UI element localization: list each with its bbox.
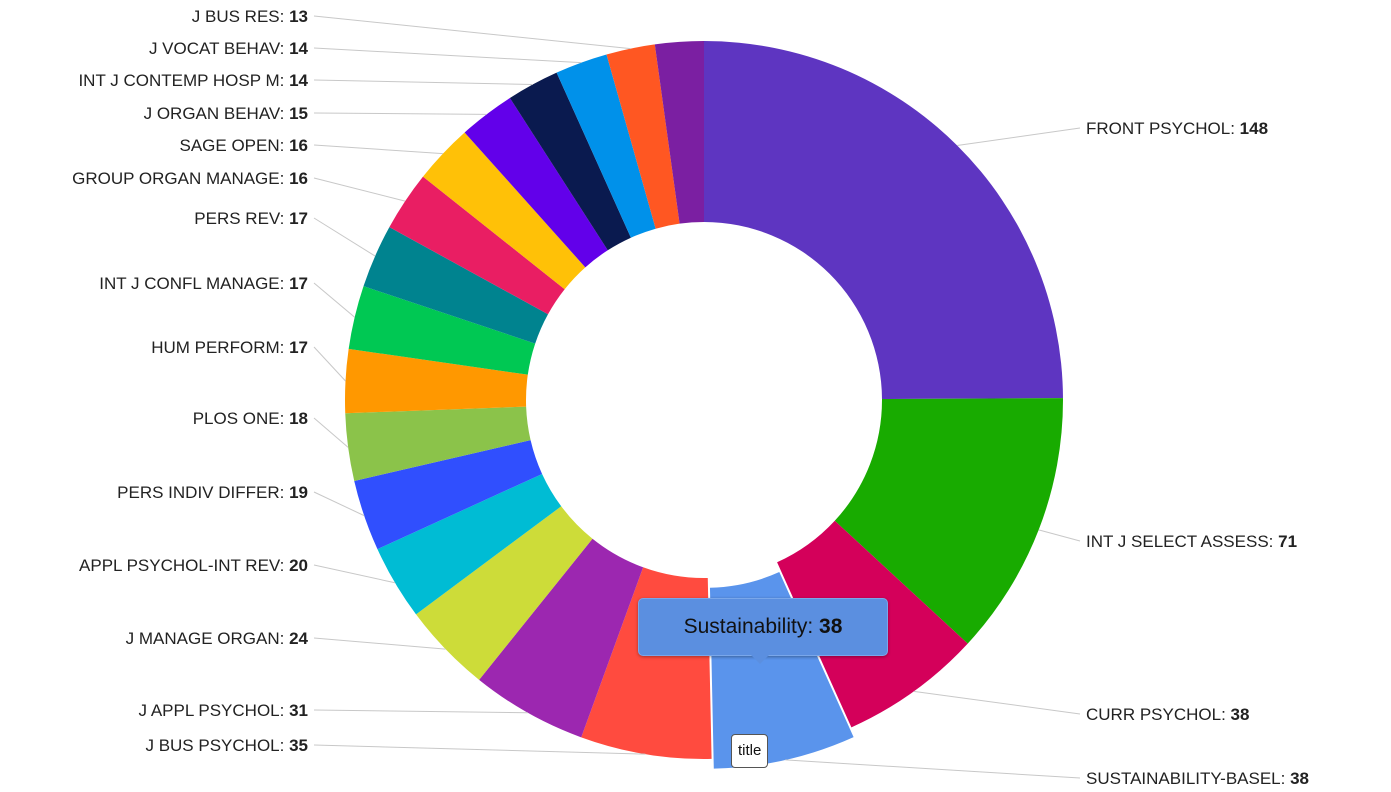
leader-line-curr-psychol	[913, 690, 1081, 715]
leader-line-j-vocat-behav	[313, 47, 582, 64]
slice-j-manage-organ[interactable]	[416, 506, 593, 680]
leader-line-j-appl-psychol	[313, 709, 528, 714]
leader-line-j-organ-behav	[313, 112, 487, 115]
leader-line-pers-indiv-differ	[313, 491, 365, 517]
slice-label-j-intell-basel: J INTELL-BASEL: 13	[148, 0, 308, 4]
leader-line-j-manage-organ	[313, 637, 446, 650]
slice-label-group-organ-manage: GROUP ORGAN MANAGE: 16	[72, 169, 308, 188]
slice-label-sage-open: SAGE OPEN: 16	[179, 136, 308, 155]
slice-label-int-j-contemp-hosp-m: INT J CONTEMP HOSP M: 14	[78, 71, 308, 90]
slice-label-sustainability-basel: SUSTAINABILITY-BASEL: 38	[1086, 769, 1309, 788]
leader-line-sustainability-basel	[785, 759, 1081, 779]
slice-sage-open[interactable]	[422, 132, 586, 290]
slice-label-curr-psychol: CURR PSYCHOL: 38	[1086, 705, 1249, 724]
slice-int-j-confl-manage[interactable]	[348, 286, 536, 375]
slice-label-j-appl-psychol: J APPL PSYCHOL: 31	[139, 701, 308, 720]
slice-label-int-j-confl-manage: INT J CONFL MANAGE: 17	[99, 274, 308, 293]
slice-label-pers-indiv-differ: PERS INDIV DIFFER: 19	[117, 483, 308, 502]
slice-label-j-bus-res: J BUS RES: 13	[192, 7, 308, 26]
leader-line-pers-rev	[313, 217, 376, 257]
leader-lines-group	[313, 15, 1081, 779]
labels-group: FRONT PSYCHOL: 148 INT J SELECT ASSESS: 7…	[72, 0, 1309, 788]
slice-j-intell-basel[interactable]	[654, 41, 704, 224]
slice-label-front-psychol: FRONT PSYCHOL: 148	[1086, 119, 1268, 138]
slice-hum-perform[interactable]	[345, 348, 528, 414]
slice-j-appl-psychol[interactable]	[479, 538, 644, 738]
leader-line-int-j-contemp-hosp-m	[313, 79, 533, 85]
leader-line-j-bus-res	[313, 15, 631, 50]
leader-line-int-j-select-assess	[1038, 529, 1081, 542]
slices-group	[345, 41, 1063, 769]
slice-int-j-select-assess[interactable]	[834, 398, 1063, 644]
slice-j-organ-behav[interactable]	[464, 97, 608, 268]
slice-label-j-manage-organ: J MANAGE ORGAN: 24	[126, 629, 309, 648]
slice-label-pers-rev: PERS REV: 17	[194, 209, 308, 228]
leader-line-sage-open	[313, 144, 443, 155]
leader-line-group-organ-manage	[313, 177, 406, 202]
leader-line-plos-one	[313, 417, 349, 448]
slice-j-vocat-behav[interactable]	[556, 54, 656, 238]
slice-appl-psychol-int-rev[interactable]	[377, 473, 562, 615]
tooltip-value: 38	[819, 615, 843, 638]
slice-label-appl-psychol-int-rev: APPL PSYCHOL-INT REV: 20	[79, 556, 308, 575]
slice-pers-rev[interactable]	[363, 227, 548, 344]
slice-front-psychol[interactable]	[704, 41, 1063, 400]
slice-pers-indiv-differ[interactable]	[354, 440, 543, 550]
slice-tooltip: Sustainability: 38	[638, 598, 888, 664]
slice-label-j-organ-behav: J ORGAN BEHAV: 15	[144, 104, 308, 123]
leader-line-hum-perform	[313, 346, 346, 382]
slice-label-j-bus-psychol: J BUS PSYCHOL: 35	[145, 736, 308, 755]
leader-line-j-bus-psychol	[313, 744, 646, 755]
tooltip-label: Sustainability:	[683, 615, 814, 638]
slice-label-int-j-select-assess: INT J SELECT ASSESS: 71	[1086, 532, 1297, 551]
leader-line-int-j-confl-manage	[313, 282, 355, 318]
slice-label-plos-one: PLOS ONE: 18	[193, 409, 308, 428]
slice-group-organ-manage[interactable]	[389, 176, 565, 315]
slice-int-j-contemp-hosp-m[interactable]	[509, 72, 631, 251]
slice-plos-one[interactable]	[345, 406, 531, 481]
leader-line-appl-psychol-int-rev	[313, 564, 396, 584]
slice-label-hum-perform: HUM PERFORM: 17	[151, 338, 308, 357]
hover-title-tooltip: title	[731, 734, 769, 768]
slice-j-bus-res[interactable]	[606, 44, 680, 229]
slice-label-j-vocat-behav: J VOCAT BEHAV: 14	[149, 39, 309, 58]
leader-line-front-psychol	[957, 127, 1081, 146]
